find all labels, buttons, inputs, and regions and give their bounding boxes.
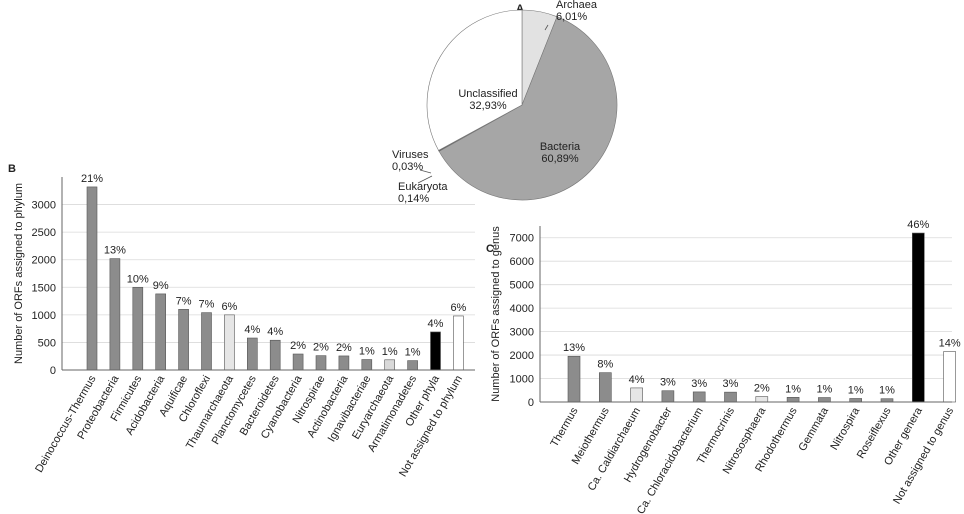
pie-slice [438,16,618,201]
leader-line [419,169,432,174]
y-tick-label: 0 [528,397,534,409]
slice-value: 6,01% [556,11,587,23]
panel-label: B [8,163,16,175]
y-axis-label: Number of ORFs assigned to genus [490,226,502,402]
percent-label: 13% [563,342,585,354]
bar [755,396,769,403]
y-tick-label: 1000 [32,310,56,322]
slice-value: 0,03% [392,161,423,173]
percent-label: 1% [879,385,895,397]
slice-name: Viruses [392,149,429,161]
percent-label: 4% [267,326,283,338]
x-tick-label: Not assigned to genus [891,405,956,506]
slice-value: 32,93% [469,100,507,112]
bar [567,355,581,403]
bar [692,391,706,403]
percent-label: 3% [660,377,676,389]
slice-name: Eukaryota [398,181,448,193]
pie-slice [426,9,523,151]
percent-label: 1% [848,384,864,396]
panel-label: A [516,3,524,15]
bar [201,312,212,371]
slice-name: Bacteria [540,141,581,153]
bar [384,359,396,371]
x-tick-label: Nitrospira [828,405,862,453]
percent-label: 3% [691,378,707,390]
y-tick-label: 500 [38,337,56,349]
percent-label: 6% [221,301,237,313]
bar [943,351,956,403]
percent-label: 9% [153,280,169,292]
percent-label: 46% [907,219,929,231]
bar [598,372,612,403]
percent-label: 7% [176,295,192,307]
bar [269,339,281,371]
percent-label: 1% [816,384,832,396]
percent-label: 6% [450,302,466,314]
percent-label: 3% [723,378,739,390]
bar [818,397,831,403]
bar [178,309,189,371]
bar [786,397,800,403]
leader-line [544,24,549,31]
y-tick-label: 3000 [32,200,56,212]
slice-name: Unclassified [458,88,517,100]
percent-label: 2% [290,340,306,352]
percent-label: 4% [428,318,444,330]
slice-value: 60,89% [541,153,579,165]
percent-label: 21% [81,173,103,185]
bar [849,398,863,403]
bar [361,359,373,371]
bar [911,232,925,403]
y-axis-label: Number of ORFs assigned to phylum [13,183,25,364]
slice-name: Archaea [556,0,598,11]
bar [155,293,166,371]
y-tick-label: 1000 [510,374,534,386]
bar [315,355,327,371]
y-tick-label: 2500 [32,227,56,239]
leader-line [417,175,433,184]
percent-label: 7% [199,299,215,311]
percent-label: 4% [244,324,260,336]
x-tick-label: Gemmata [796,405,831,454]
y-tick-label: 1500 [32,282,56,294]
y-tick-label: 0 [50,365,56,377]
percent-label: 1% [405,347,421,359]
percent-label: 1% [382,346,398,358]
percent-label: 13% [104,245,126,257]
bar [109,258,121,371]
percent-label: 2% [313,342,329,354]
bar [453,315,464,371]
bar [86,186,98,371]
y-tick-label: 2000 [32,255,56,267]
percent-label: 2% [336,342,352,354]
y-tick-label: 3000 [510,327,534,339]
y-tick-label: 7000 [510,233,534,245]
bar [724,391,737,403]
bar [407,360,418,371]
bar [338,355,350,371]
bar [292,353,304,371]
y-tick-label: 5000 [510,280,534,292]
bar [247,337,258,371]
slice-value: 0,14% [398,193,429,205]
y-tick-label: 2000 [510,350,534,362]
percent-label: 8% [597,359,613,371]
x-tick-label: Thermus [549,405,581,449]
bar [132,286,144,371]
bar [224,314,235,371]
bar [661,390,675,403]
percent-label: 10% [127,273,149,285]
percent-label: 14% [939,338,961,350]
percent-label: 4% [629,374,645,386]
y-tick-label: 6000 [510,256,534,268]
y-tick-label: 4000 [510,303,534,315]
panel-label: C [486,243,494,255]
bar [430,331,441,371]
percent-label: 2% [754,383,770,395]
percent-label: 1% [785,383,801,395]
percent-label: 1% [359,346,375,358]
bar [630,387,643,403]
